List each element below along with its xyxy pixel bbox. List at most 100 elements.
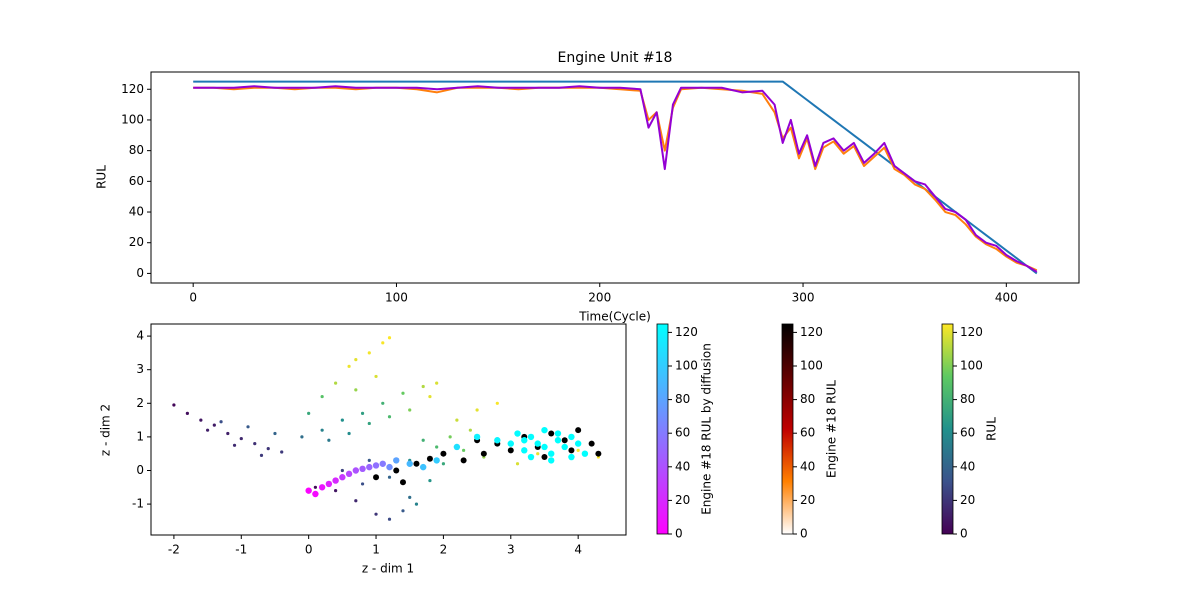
y-tick-label: 1 [136,429,144,443]
scatter-point [366,463,373,471]
scatter-point [232,443,237,447]
scatter-point [548,457,555,464]
scatter-point [387,517,392,521]
scatter-point [205,428,210,432]
y-tick-label: -1 [132,497,144,511]
scatter-point [568,453,575,461]
scatter-point [387,336,392,340]
y-tick-label: 60 [129,174,144,188]
scatter-point [561,443,568,451]
scatter-point [453,443,461,451]
colorbar-tick-label: 80 [675,392,690,406]
colorbar-tick-label: 80 [960,392,975,406]
colorbar-label: Engine #18 RUL [825,380,839,478]
scatter-point [426,455,433,462]
scatter-point [468,428,472,432]
colorbar-tick-label: 20 [800,493,815,507]
colorbar-tick-label: 20 [960,493,975,507]
scatter-point [386,463,393,471]
scatter-point [280,450,284,454]
scatter-point [352,467,360,474]
y-tick-label: 2 [136,396,144,410]
colorbar-tick-label: 0 [675,527,683,541]
colorbar [941,323,954,535]
scatter-point [339,474,346,481]
scatter-point [300,435,304,439]
scatter-point [359,465,366,473]
scatter-point [367,351,371,355]
scatter-point [367,458,371,463]
scatter-point [327,438,331,442]
scatter-point [307,411,311,415]
x-tick-label: 300 [792,291,815,305]
scatter-point [494,437,501,444]
scatter-point [347,431,351,436]
y-tick-label: 4 [136,329,144,343]
scatter-point [393,457,400,464]
scatter-point [548,430,555,437]
colorbar-tick-label: 60 [960,426,975,440]
scatter-point [440,450,447,457]
x-tick-label: -2 [168,543,180,557]
scatter-point [374,512,378,516]
x-tick-label: 0 [189,291,197,305]
scatter-point [421,438,425,442]
colorbar-label: Engine #18 RUL by diffusion [700,343,714,515]
scatter-point [399,479,406,486]
scatter-point [568,447,575,454]
scatter-point [239,436,243,441]
colorbar-tick-label: 20 [675,493,690,507]
scatter-point [373,474,380,481]
colorbar-label: RUL [985,417,999,441]
scatter-point [226,431,230,436]
scatter-point [595,450,602,457]
scatter-point [340,418,344,422]
scatter-point [527,453,535,461]
scatter-point [419,463,427,471]
scatter-point [441,462,446,466]
scatter-point [475,408,479,412]
x-tick-label: 400 [995,291,1018,305]
scatter-point [480,450,487,457]
colorbar-tick-label: 0 [800,527,808,541]
scatter-point [408,495,412,499]
scatter-point [521,447,528,454]
scatter-point [367,421,371,426]
x-tick-label: 1 [372,543,380,557]
scatter-point [347,364,351,368]
scatter-point [460,457,467,464]
scatter-point [320,394,324,399]
line-series [193,85,1038,273]
scatter-point [536,452,540,456]
x-axis-label: z - dim 1 [362,562,414,576]
scatter-point [320,428,324,432]
y-tick-label: 3 [136,362,144,376]
chart-title: Engine Unit #18 [558,50,673,66]
scatter-point [527,433,535,441]
scatter-point [246,425,250,429]
y-tick-label: 80 [129,143,144,157]
scatter-point [259,453,264,457]
colorbar-tick-label: 60 [800,426,815,440]
scatter-point [354,499,358,503]
scatter-point [406,460,413,467]
scatter-point [354,358,358,362]
y-tick-label: 0 [136,266,144,280]
scatter-point [185,411,189,415]
scatter-point [514,430,521,437]
scatter-point [515,462,520,466]
colorbar-tick-label: 100 [800,359,823,373]
x-tick-label: 4 [574,543,582,557]
scatter-point [435,381,439,385]
scatter-point [354,388,358,392]
y-tick-label: 0 [136,463,144,477]
scatter-point [554,430,562,437]
x-tick-label: -1 [235,543,247,557]
scatter-point [325,480,333,488]
scatter-point [507,447,514,454]
y-axis-label: z - dim 2 [99,404,113,456]
scatter-point [334,381,338,385]
scatter-point [332,477,339,484]
scatter-point [212,423,216,427]
scatter-point [172,403,176,407]
